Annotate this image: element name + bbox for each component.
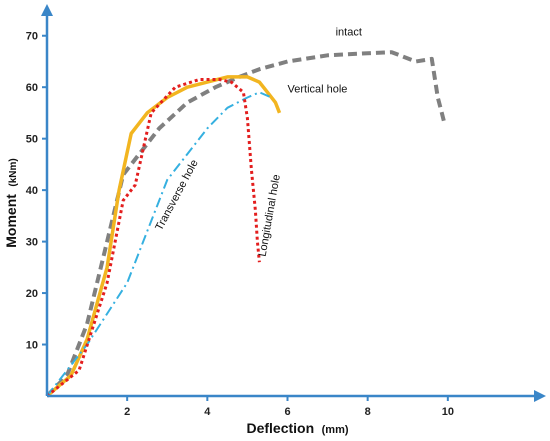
series-line-intact — [45, 50, 446, 398]
y-tick-label: 20 — [26, 288, 38, 300]
x-axis-arrowhead — [534, 390, 546, 402]
axis-layer — [41, 4, 546, 402]
series-layer — [45, 50, 446, 398]
x-tick-label: 4 — [204, 406, 211, 418]
y-tick-label: 30 — [26, 237, 38, 249]
series-annotation: Longitudinal hole — [257, 174, 283, 258]
series-annotation: Transverse hole — [153, 158, 200, 233]
series-line-longitudinal-hole — [46, 78, 261, 398]
x-tick-label: 2 — [124, 406, 130, 418]
y-tick-label: 10 — [26, 340, 38, 352]
y-tick-label: 70 — [26, 31, 38, 43]
x-tick-label: 8 — [365, 406, 371, 418]
y-tick-label: 50 — [26, 134, 38, 146]
y-axis-arrowhead — [41, 4, 53, 16]
x-tick-label: 6 — [284, 406, 290, 418]
y-tick-label: 40 — [26, 185, 38, 197]
tick-layer: 2 4 6 8 10 10 20 30 40 50 60 70 — [26, 31, 454, 418]
series-line-vertical-hole — [45, 75, 282, 398]
series-annotation: Vertical hole — [288, 83, 348, 95]
y-tick-label: 60 — [26, 82, 38, 94]
y-axis-label: Moment — [3, 194, 19, 248]
annotation-layer: intact Vertical hole Transverse hole Longit… — [153, 27, 362, 258]
y-axis-title: Moment (kNm) — [3, 158, 20, 247]
y-axis-unit: (kNm) — [8, 158, 19, 186]
x-axis-title: Deflection (mm) — [246, 420, 348, 437]
series-annotation: intact — [336, 27, 362, 39]
x-axis-label: Deflection — [246, 420, 314, 436]
x-tick-label: 10 — [442, 406, 454, 418]
series-line-transverse-hole — [46, 91, 272, 397]
x-axis-unit: (mm) — [322, 424, 349, 436]
